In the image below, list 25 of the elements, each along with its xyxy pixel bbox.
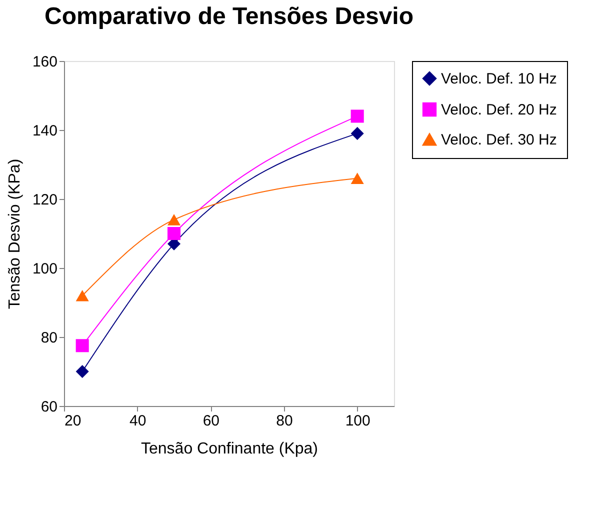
y-axis-title: Tensão Desvio (KPa) [6, 158, 24, 310]
point [350, 126, 364, 140]
legend-label: Veloc. Def. 10 Hz [441, 70, 557, 88]
point [167, 214, 181, 226]
legend-label: Veloc. Def. 30 Hz [441, 132, 557, 148]
chart-title: Comparativo de Tensões Desvio [44, 3, 414, 30]
x-tick-label: 100 [345, 412, 370, 430]
x-tick-label: 40 [129, 412, 146, 430]
y-tick-label: 60 [40, 398, 58, 416]
point [76, 290, 89, 302]
point [350, 172, 364, 184]
y-tick-label: 120 [32, 192, 58, 208]
x-tick-label: 20 [64, 412, 82, 430]
point [76, 364, 89, 378]
point [76, 339, 89, 352]
point [350, 110, 364, 123]
x-tick-label: 80 [276, 412, 293, 430]
x-tick-label: 60 [202, 412, 220, 430]
point [167, 226, 181, 240]
y-tick-label: 80 [40, 330, 58, 346]
x-axis-title: Tensão Confinante (Kpa) [141, 440, 318, 458]
y-tick-label: 160 [32, 54, 58, 70]
legend-label: Veloc. Def. 20 Hz [441, 102, 557, 118]
y-tick-label: 140 [32, 122, 58, 140]
y-tick-label: 100 [32, 260, 58, 278]
